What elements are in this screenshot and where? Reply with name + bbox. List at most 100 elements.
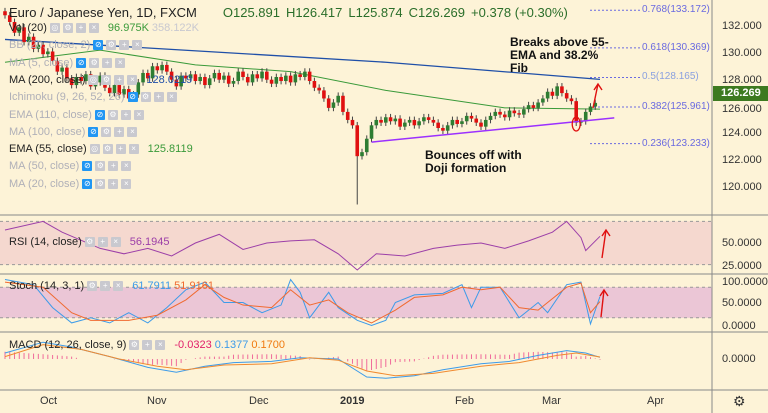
candle [36, 44, 41, 49]
price-tick-label: 128.000 [722, 73, 762, 86]
candle [555, 86, 559, 96]
candle [526, 105, 531, 110]
indicator-legend-row[interactable]: MA (100, close) ⊘ ⚙ + × [9, 126, 138, 138]
stoch-tick-label: 100.0000 [722, 276, 768, 288]
indicator-legend-row[interactable]: Ichimoku (9, 26, 52, 26) ⊘ ⚙ + × [9, 91, 177, 103]
candle [174, 79, 179, 87]
candle [298, 74, 302, 77]
close-icon[interactable]: × [127, 74, 138, 85]
indicator-value-2: 358.122K [151, 22, 200, 34]
candle [193, 74, 198, 82]
settings-icon[interactable]: ⚙ [102, 144, 113, 155]
ohlc-change: +0.378 (+0.30%) [471, 5, 568, 20]
plus-icon[interactable]: + [102, 57, 113, 68]
settings-icon[interactable]: ⚙ [129, 340, 140, 350]
indicator-legend-row[interactable]: MA (50, close) ⊘ ⚙ + × [9, 160, 132, 172]
close-icon[interactable]: × [155, 340, 166, 350]
close-icon[interactable]: × [133, 109, 144, 120]
plus-icon[interactable]: + [108, 161, 119, 172]
indicator-label: MA (20, close) [9, 177, 80, 190]
plus-icon[interactable]: + [115, 144, 126, 155]
settings-icon[interactable]: ⚙ [95, 178, 106, 189]
stoch-legend[interactable]: Stoch (14, 3, 1) ⚙ + × 61.7911 51.9161 [9, 280, 214, 292]
ohlc-open: O125.891 [222, 5, 280, 20]
candle [417, 121, 421, 126]
candle [155, 66, 160, 71]
candle [250, 74, 255, 83]
candle [345, 111, 350, 120]
plus-icon[interactable]: + [114, 74, 125, 85]
plus-icon[interactable]: + [75, 23, 86, 33]
settings-icon[interactable]: ⚙ [106, 40, 117, 51]
close-icon[interactable]: × [132, 40, 143, 51]
eye-hidden-icon[interactable]: ⊘ [94, 109, 105, 120]
settings-gear-icon[interactable]: ⚙ [733, 393, 746, 409]
candle [384, 117, 388, 123]
close-icon[interactable]: × [128, 144, 139, 155]
symbol-title[interactable]: Euro / Japanese Yen, 1D, FXCM [9, 5, 197, 20]
indicator-legend-row[interactable]: MA (5, close) ⊘ ⚙ + × [9, 57, 126, 69]
close-icon[interactable]: × [88, 23, 99, 33]
candle [69, 78, 74, 86]
eye-hidden-icon[interactable]: ⊘ [88, 126, 99, 137]
macd-legend[interactable]: MACD (12, 26, close, 9) ⚙ + × -0.0323 0.1377 0… [9, 339, 285, 351]
candle [122, 89, 126, 95]
candle [593, 102, 598, 107]
indicator-legend-row[interactable]: MA (200, close) ◎ ⚙ + × 128.0219 [9, 74, 192, 86]
plus-icon[interactable]: + [97, 237, 108, 247]
plus-icon[interactable]: + [119, 40, 130, 51]
eye-hidden-icon[interactable]: ⊘ [127, 92, 138, 103]
price-up-arrow-head [593, 82, 603, 91]
close-icon[interactable]: × [110, 237, 121, 247]
close-icon[interactable]: × [121, 178, 132, 189]
close-icon[interactable]: × [113, 281, 124, 291]
indicator-legend-row[interactable]: EMA (55, close) ◎ ⚙ + × 125.8119 [9, 143, 193, 155]
candle [374, 119, 379, 126]
candle [507, 110, 512, 118]
indicator-legend-row[interactable]: EMA (110, close) ⊘ ⚙ + × [9, 109, 144, 121]
settings-icon[interactable]: ⚙ [89, 57, 100, 68]
fib-level-label: 0.618(130.369) [642, 41, 710, 53]
settings-icon[interactable]: ⚙ [107, 109, 118, 120]
eye-icon[interactable]: ◎ [89, 144, 100, 155]
plus-icon[interactable]: + [142, 340, 153, 350]
plus-icon[interactable]: + [108, 178, 119, 189]
time-axis-label: Mar [542, 395, 561, 407]
rsi-legend[interactable]: RSI (14, close) ⚙ + × 56.1945 [9, 236, 170, 248]
eye-icon[interactable]: ◎ [49, 23, 60, 33]
close-icon[interactable]: × [115, 57, 126, 68]
eye-hidden-icon[interactable]: ⊘ [82, 161, 93, 172]
eye-hidden-icon[interactable]: ⊘ [82, 178, 93, 189]
close-icon[interactable]: × [166, 92, 177, 103]
settings-icon[interactable]: ⚙ [101, 126, 112, 137]
candle [564, 93, 569, 99]
stoch-d-line [4, 281, 601, 324]
eye-icon[interactable]: ◎ [88, 74, 99, 85]
indicator-legend-row[interactable]: BB (20, close, 2) ⊘ ⚙ + × [9, 39, 143, 51]
settings-icon[interactable]: ⚙ [95, 161, 106, 172]
ohlc-close: C126.269 [408, 5, 466, 20]
candle [331, 102, 336, 108]
settings-icon[interactable]: ⚙ [101, 74, 112, 85]
stoch-k-value: 61.7911 [132, 280, 172, 292]
eye-hidden-icon[interactable]: ⊘ [93, 40, 104, 51]
price-tick-label: 120.000 [722, 181, 762, 194]
price-tick-label: 124.000 [722, 127, 762, 140]
settings-icon[interactable]: ⚙ [84, 237, 95, 247]
close-icon[interactable]: × [127, 126, 138, 137]
settings-icon[interactable]: ⚙ [62, 23, 73, 33]
candle [84, 74, 88, 82]
indicator-legend-row[interactable]: MA (20, close) ⊘ ⚙ + × [9, 177, 132, 190]
indicator-legend-row[interactable]: Vol (20) ◎ ⚙ + × 96.975K 358.122K [9, 22, 199, 34]
indicator-label: EMA (110, close) [9, 108, 92, 121]
plus-icon[interactable]: + [120, 109, 131, 120]
plus-icon[interactable]: + [153, 92, 164, 103]
settings-icon[interactable]: ⚙ [87, 281, 98, 291]
eye-hidden-icon[interactable]: ⊘ [76, 57, 87, 68]
plus-icon[interactable]: + [100, 281, 111, 291]
plus-icon[interactable]: + [114, 126, 125, 137]
candle [50, 51, 55, 61]
close-icon[interactable]: × [121, 161, 132, 172]
settings-icon[interactable]: ⚙ [140, 92, 151, 103]
